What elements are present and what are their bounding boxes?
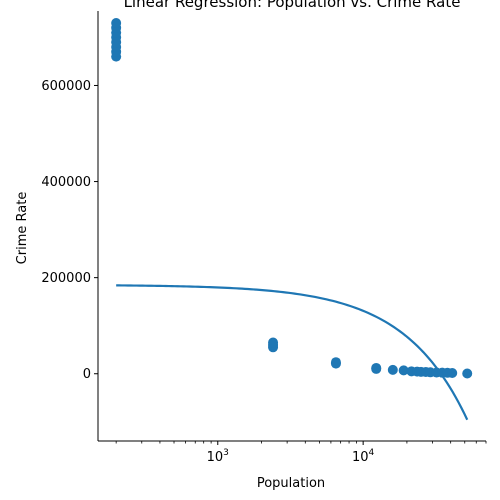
x-tick-label-0: 103: [207, 448, 229, 465]
axes: [97, 11, 486, 442]
scatter-point-15: [387, 364, 398, 375]
regression-line: [116, 284, 469, 421]
scatter-point-7: [111, 18, 122, 29]
x-ticks: 103 104: [115, 441, 487, 465]
scatter-point-25: [447, 368, 458, 379]
scatter-point-16: [398, 365, 409, 376]
y-tick-label-1: 200000: [41, 271, 91, 286]
y-tick-label-3: 600000: [41, 79, 91, 94]
scatter-point-14: [371, 362, 382, 373]
x-axis-label: Population: [257, 476, 325, 491]
regression-line-group: [116, 284, 469, 421]
scatter-points: [111, 18, 473, 379]
scatter-point-26: [462, 368, 473, 379]
scatter-point-12: [330, 357, 341, 368]
y-tick-label-2: 400000: [41, 175, 91, 190]
y-axis-label: Crime Rate: [15, 192, 30, 265]
y-ticks: 0 200000 400000 600000: [41, 79, 98, 382]
chart-title: Linear Regression: Population vs. Crime …: [124, 0, 461, 11]
y-tick-label-0: 0: [83, 367, 91, 382]
x-tick-label-1: 104: [352, 448, 375, 465]
scatter-point-10: [268, 337, 279, 348]
